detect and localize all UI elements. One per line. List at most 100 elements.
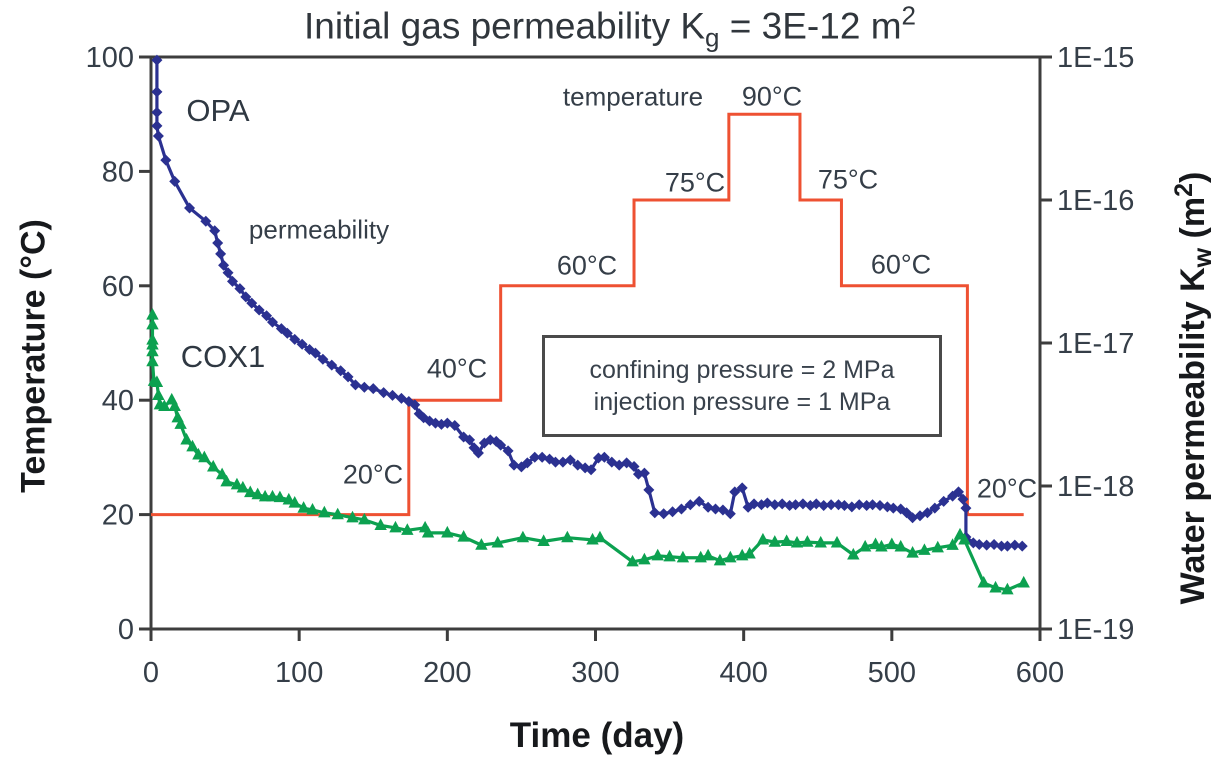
series-opa-marker — [838, 500, 850, 512]
series-opa-marker — [995, 540, 1007, 552]
series-cox1-marker — [780, 534, 793, 546]
series-opa-marker — [675, 503, 687, 515]
chart-title-text: Initial gas permeability K — [304, 5, 706, 47]
y-left-tick-label: 40 — [102, 385, 134, 417]
pressure-info-box: confining pressure = 2 MPa injection pre… — [542, 335, 942, 437]
series-cox1-marker — [701, 548, 715, 561]
series-cox1-marker — [297, 501, 310, 513]
series-cox1-marker — [389, 520, 402, 533]
series-cox1-marker — [593, 530, 607, 543]
series-cox1-marker — [830, 535, 844, 548]
step-label-20c-right: 20°C — [976, 473, 1038, 504]
series-opa-marker — [960, 502, 972, 514]
series-cox1-marker — [931, 540, 944, 553]
series-opa-marker — [988, 538, 1000, 550]
series-cox1-marker — [186, 439, 199, 452]
y-axis-right-title: Water permeability Kw (m2) — [1170, 172, 1218, 605]
right-axis-text: Water permeability K — [1174, 267, 1212, 605]
series-cox1-marker — [421, 525, 435, 538]
series-opa — [151, 54, 1028, 552]
series-opa-marker — [853, 499, 865, 511]
series-cox1-marker — [146, 337, 159, 350]
series-cox1-marker — [374, 518, 387, 531]
series-opa-marker — [521, 457, 533, 469]
step-label-90c: 90°C — [741, 81, 803, 112]
series-opa-marker — [667, 506, 679, 518]
series-cox1-marker — [215, 467, 229, 480]
series-opa-marker — [472, 447, 484, 459]
x-tick-label: 100 — [275, 657, 323, 689]
permeability-label: permeability — [248, 214, 390, 245]
series-opa-marker — [1009, 539, 1021, 551]
right-axis-superscript: 2 — [1170, 183, 1198, 197]
series-opa-marker — [449, 419, 461, 431]
series-label-opa: OPA — [186, 93, 250, 128]
series-opa-marker — [953, 486, 965, 498]
series-opa-marker — [508, 459, 520, 471]
right-axis-unit: (m — [1174, 196, 1212, 248]
series-opa-marker — [973, 538, 985, 550]
series-opa-marker — [495, 439, 507, 451]
series-opa-marker — [246, 297, 258, 309]
series-opa-marker — [529, 451, 541, 463]
x-axis-title: Time (day) — [509, 716, 685, 755]
series-cox1-marker — [288, 496, 301, 508]
y-left-tick-label: 20 — [102, 500, 134, 532]
series-opa-marker — [289, 333, 301, 345]
y-axis-left-title: Temperature (°C) — [14, 219, 53, 493]
series-opa-marker — [887, 502, 899, 514]
series-opa-marker — [317, 353, 329, 365]
series-opa-marker — [1001, 540, 1013, 552]
series-opa-marker — [929, 502, 941, 514]
series-cox1-marker — [638, 552, 651, 565]
series-opa-marker — [387, 389, 399, 401]
series-opa-marker — [598, 451, 610, 463]
series-opa-marker — [825, 499, 837, 511]
series-opa-marker — [326, 359, 338, 371]
series-opa-marker — [502, 445, 514, 457]
series-cox1-marker — [814, 535, 827, 548]
y-left-tick-label: 80 — [102, 156, 134, 188]
series-opa-marker — [226, 275, 238, 287]
series-cox1-marker — [207, 459, 220, 472]
series-opa-marker — [1016, 540, 1028, 552]
series-cox1-marker — [977, 575, 990, 588]
series-cox1-marker — [150, 375, 164, 388]
series-opa-marker — [643, 484, 655, 496]
x-tick-label: 400 — [719, 657, 767, 689]
series-label-cox1: COX1 — [180, 339, 266, 374]
y-left-tick-label: 0 — [118, 614, 134, 646]
confining-pressure-text: confining pressure = 2 MPa — [589, 356, 895, 384]
series-cox1-marker — [236, 480, 250, 493]
y-right-tick-label: 1E-16 — [1057, 185, 1134, 217]
series-cox1-marker — [918, 543, 931, 555]
series-cox1-marker — [346, 510, 359, 523]
series-opa-marker — [867, 499, 879, 511]
series-opa-marker — [790, 499, 802, 511]
series-opa-marker — [649, 507, 661, 519]
series-opa-marker — [240, 291, 252, 303]
series-opa-marker — [638, 467, 650, 479]
series-opa-marker — [358, 381, 370, 393]
y-left-tick-label: 60 — [102, 271, 134, 303]
series-cox1-marker — [220, 474, 233, 487]
series-opa-marker — [729, 486, 741, 498]
series-cox1-marker — [651, 548, 664, 561]
series-cox1-marker — [1017, 575, 1030, 588]
series-opa-marker — [309, 347, 321, 359]
series-cox1-marker — [847, 547, 860, 560]
series-opa-marker — [222, 267, 234, 279]
y-right-tick-label: 1E-19 — [1057, 614, 1134, 646]
series-opa-marker — [212, 237, 224, 249]
series-opa-marker — [215, 248, 227, 260]
step-label-75c-left: 75°C — [664, 167, 726, 198]
y-right-tick-label: 1E-17 — [1057, 328, 1134, 360]
series-cox1-marker — [1001, 582, 1014, 595]
series-opa-marker — [957, 493, 969, 505]
series-cox1-marker — [146, 317, 159, 330]
right-axis-subscript: w — [1189, 247, 1217, 268]
y-right-tick-label: 1E-15 — [1057, 42, 1134, 74]
series-cox1-marker — [801, 535, 814, 547]
y-left-tick-label: 100 — [86, 42, 134, 74]
